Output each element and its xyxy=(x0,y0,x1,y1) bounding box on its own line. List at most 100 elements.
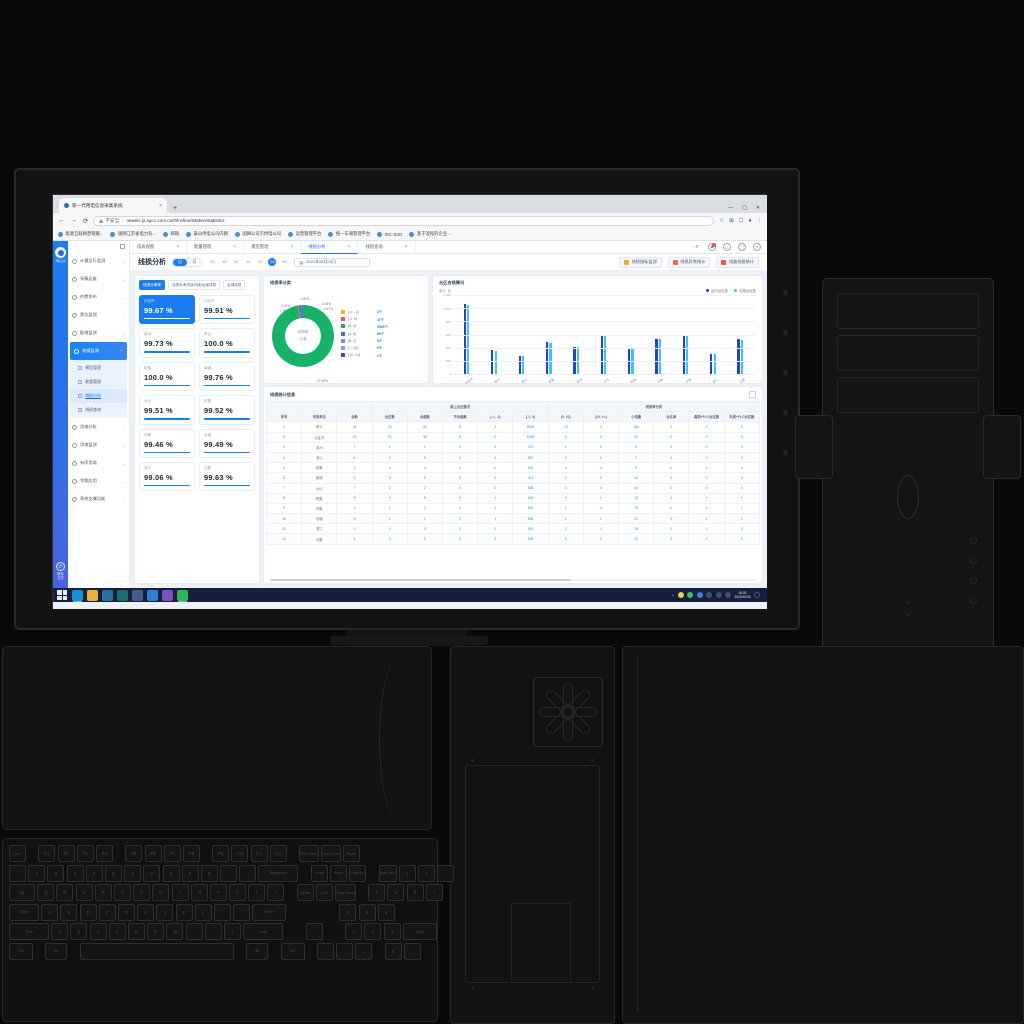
media-icon[interactable] xyxy=(162,589,173,601)
key-num-lock[interactable]: Num Lock xyxy=(378,864,397,882)
key-ctrl[interactable]: Ctrl xyxy=(280,942,305,960)
key-pause[interactable]: Pause xyxy=(342,845,360,862)
bookmark-item[interactable]: 国网公司市供电公司 xyxy=(234,231,281,237)
sidebar-item-9[interactable]: 专题应用 ⌄ xyxy=(68,472,129,490)
key-q[interactable]: Q xyxy=(37,884,55,902)
kpi-card-7[interactable]: 陈集 99.52 % xyxy=(199,395,255,425)
key-scroll-lock[interactable]: Scroll Lock xyxy=(320,845,341,862)
key-d[interactable]: D xyxy=(79,903,97,921)
key-f9[interactable]: F9 xyxy=(212,845,230,862)
key-/[interactable]: / xyxy=(223,923,241,941)
windows-icon[interactable] xyxy=(57,590,67,600)
key-w[interactable]: W xyxy=(56,884,74,902)
key-6[interactable]: 6 xyxy=(377,903,395,921)
notes-icon[interactable] xyxy=(117,589,128,601)
key-*[interactable]: * xyxy=(418,864,436,882)
key-0[interactable]: 0 xyxy=(200,864,218,882)
key-↑[interactable]: ↑ xyxy=(305,923,323,941)
key-=[interactable]: = xyxy=(239,864,257,882)
key-f2[interactable]: F2 xyxy=(57,845,75,862)
granularity-option-0[interactable]: 日 xyxy=(173,258,188,266)
window-close-icon[interactable]: ✕ xyxy=(755,205,760,211)
day-option-6[interactable]: 04 xyxy=(282,260,287,264)
key-t[interactable]: T xyxy=(113,884,131,902)
key-f7[interactable]: F7 xyxy=(163,845,181,862)
bookmark-item[interactable]: ISC-SSO xyxy=(377,231,402,237)
view-tab-1[interactable]: 能量管理 × xyxy=(187,240,245,254)
browser-menu-icon[interactable]: ⋮ xyxy=(756,217,762,224)
view-tab-0[interactable]: 电表视图 × xyxy=(130,240,188,254)
key-shift[interactable]: Shift xyxy=(9,923,49,941)
view-tab-2[interactable]: 模型管理 × xyxy=(244,240,302,254)
key-ctrl[interactable]: Ctrl xyxy=(9,942,33,960)
key-.[interactable]: . xyxy=(403,942,421,960)
date-picker[interactable]: ▤ 2021年08月03日 xyxy=(294,257,371,267)
sidebar-item-1[interactable]: 采集运维 ⌄ xyxy=(68,270,129,288)
sidebar-subitem-1[interactable]: 能量管理 xyxy=(70,375,127,389)
key-home[interactable]: Home xyxy=(330,864,347,882)
key-1[interactable]: 1 xyxy=(28,864,46,882)
key-+[interactable]: + xyxy=(425,884,443,902)
keyboard[interactable]: Esc F1 F2 F3 F4 F5 F6 F7 F8 F9 F10 F11 F12 Print Sysr… xyxy=(2,838,455,1022)
bookmark-item[interactable]: 运营管理平台 xyxy=(288,231,321,237)
bookmark-star-icon[interactable]: ☆ xyxy=(719,217,725,224)
key-[[interactable]: [ xyxy=(229,884,247,902)
sidebar-item-3[interactable]: 票位监测 ⌄ xyxy=(68,306,129,324)
sidebar-item-6[interactable]: 用电分析 ⌄ xyxy=(68,418,129,436)
clock[interactable]: 16:53 2020/10/20 xyxy=(735,591,751,599)
key-u[interactable]: U xyxy=(152,884,170,902)
key-n[interactable]: N xyxy=(147,923,165,941)
sidebar-subitem-0[interactable]: 模型管理 xyxy=(70,361,127,375)
kpi-card-10[interactable]: 滨江 99.06 % xyxy=(139,461,195,492)
key-e[interactable]: E xyxy=(75,884,93,902)
fullscreen-icon[interactable]: ⛶ xyxy=(738,243,746,251)
key-f10[interactable]: F10 xyxy=(231,845,249,862)
key-o[interactable]: O xyxy=(190,884,208,902)
maximize-icon[interactable]: ▢ xyxy=(742,205,747,211)
key-z[interactable]: Z xyxy=(51,923,69,941)
day-option-2[interactable]: 31 xyxy=(234,260,239,264)
kpi-card-0[interactable]: 仪征市 99.67 % xyxy=(139,295,195,325)
sidebar-item-8[interactable]: 有序用电 ⌄ xyxy=(68,454,129,472)
key-esc[interactable]: Esc xyxy=(9,845,26,862)
key-9[interactable]: 9 xyxy=(181,864,199,882)
day-option-4[interactable]: 02 xyxy=(258,260,263,264)
key-'[interactable]: ' xyxy=(233,903,251,921)
key-4[interactable]: 4 xyxy=(85,864,103,882)
key-i[interactable]: I xyxy=(171,884,189,902)
kpi-filter-chip-1[interactable]: 线损未考虑目均值/区域线损 xyxy=(167,280,221,290)
key-3[interactable]: 3 xyxy=(383,923,401,941)
key-end[interactable]: End xyxy=(316,884,333,902)
table-scroll-area[interactable]: 新上台区情况 线损率分类 序号 供电单位 台数 台区数 合格数 不合格数 (-∞, -1) [-… xyxy=(264,401,762,578)
key-3[interactable]: 3 xyxy=(66,864,84,882)
minimize-icon[interactable]: — xyxy=(728,205,734,211)
bookmark-item[interactable]: 邮箱 xyxy=(162,231,179,237)
bookmark-item[interactable]: 国网江苏省电力有... xyxy=(110,231,156,237)
kpi-card-1[interactable]: 仪征市 99.91 % xyxy=(199,295,255,325)
key-m[interactable]: M xyxy=(166,923,184,941)
key-←[interactable]: ← xyxy=(316,942,334,960)
day-option-5[interactable]: 03 xyxy=(268,258,277,266)
key-6[interactable]: 6 xyxy=(124,864,142,882)
security-icon[interactable] xyxy=(696,592,703,598)
key-print-sysrq[interactable]: Print Sysrq xyxy=(299,845,319,862)
notification-icon[interactable] xyxy=(754,592,760,598)
tray-expand-icon[interactable]: ^ xyxy=(672,592,675,598)
bookmark-item[interactable]: 泰山供电公司内网 xyxy=(186,231,228,237)
sidebar-item-2[interactable]: 抄费发布 ⌄ xyxy=(68,288,129,306)
key-f4[interactable]: F4 xyxy=(95,845,113,862)
key-7[interactable]: 7 xyxy=(143,864,161,882)
key-f5[interactable]: F5 xyxy=(125,845,143,862)
key-9[interactable]: 9 xyxy=(406,884,424,902)
kpi-card-6[interactable]: 大仪 99.51 % xyxy=(139,395,195,425)
browser-tab[interactable]: 新一代用电信息采集系统 × xyxy=(59,198,167,213)
browser-icon[interactable] xyxy=(72,589,83,602)
search-icon[interactable]: ⌕ xyxy=(695,243,699,250)
key-5[interactable]: 5 xyxy=(358,903,376,921)
horizontal-scrollbar[interactable] xyxy=(270,578,756,581)
key-`[interactable]: ` xyxy=(9,864,26,882)
granularity-switch[interactable]: 日月 xyxy=(172,257,203,267)
close-icon[interactable]: × xyxy=(404,244,408,250)
day-option-3[interactable]: 01 xyxy=(246,260,251,264)
key-f8[interactable]: F8 xyxy=(182,845,200,862)
